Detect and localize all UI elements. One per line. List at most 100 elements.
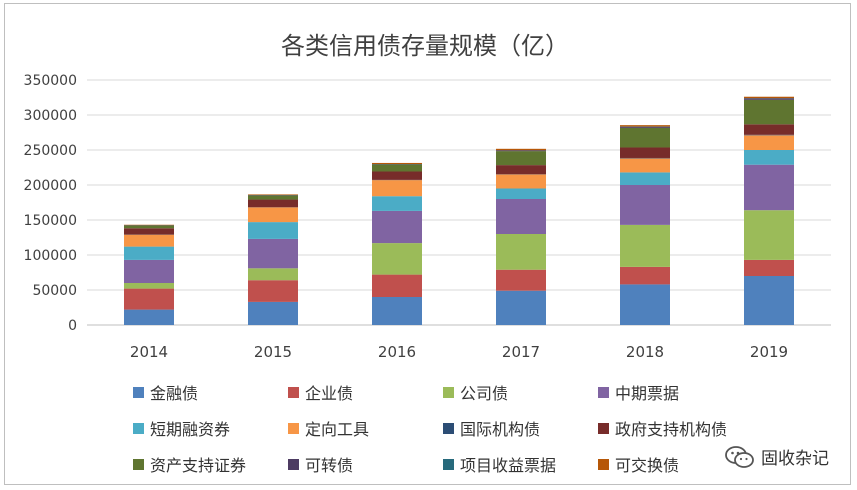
y-tick-label: 200000 [24,178,77,194]
bar-segment [372,180,422,197]
bar-segment [124,288,174,310]
legend-swatch [598,386,609,398]
bar-segment [496,290,546,325]
legend-label: 资产支持证券 [150,456,247,475]
bar-segment [620,127,670,148]
bar-segment [496,151,546,166]
bar-segment [620,266,670,285]
bars [124,96,794,325]
bar-segment [248,207,298,223]
bar-segment [496,174,546,189]
watermark: 固收杂记 [725,444,829,469]
bar-segment [744,96,794,99]
y-tick-label: 50000 [32,283,77,299]
x-tick-label: 2019 [750,343,788,361]
legend-item: 可转债 [288,452,353,476]
legend-label: 可交换债 [615,456,680,475]
bar-segment [372,162,422,164]
bar-segment [744,259,794,276]
bar-segment [248,268,298,281]
bar-segment [744,135,794,150]
legend-label: 金融债 [150,384,199,403]
stacked-bar-chart: 各类信用债存量规模（亿） 0 50000 100000 150000 200000 250… [24,32,831,361]
legend-swatch [288,458,299,470]
bar-segment [620,172,670,185]
watermark-text: 固收杂记 [761,449,829,469]
legend-swatch [598,422,609,434]
legend-label: 项目收益票据 [460,456,557,475]
bar-segment [496,234,546,270]
bar-segment [248,195,298,200]
bar-segment [372,243,422,275]
bar-segment [620,126,670,128]
bar-segment [744,164,794,211]
y-tick-label: 250000 [24,143,77,159]
legend-label: 公司债 [460,384,509,403]
bar-segment [744,276,794,325]
bar-segment [744,150,794,165]
bar-segment [744,210,794,260]
bar-segment [124,234,174,247]
legend-item: 国际机构债 [443,416,540,440]
legend-swatch [443,458,454,470]
bar-segment [372,274,422,297]
bar-segment [248,194,298,195]
bar-segment [620,224,670,267]
bar-segment [620,284,670,325]
bar-segment [496,148,546,151]
bar-segment [248,199,298,208]
bar-segment [248,280,298,302]
x-tick-label: 2016 [378,343,416,361]
bar-segment [496,188,546,199]
bar-segment [496,269,546,291]
bar-segment [372,297,422,325]
legend-item: 短期融资券 [133,416,230,440]
x-tick-label: 2018 [626,343,664,361]
bar-segment [124,259,174,283]
chart-title: 各类信用债存量规模（亿） [281,32,569,60]
bar-segment [124,246,174,260]
y-tick-label: 350000 [24,73,77,89]
bar-segment [620,185,670,225]
y-axis: 0 50000 100000 150000 200000 250000 300000 3500… [24,73,77,334]
x-tick-label: 2017 [502,343,540,361]
bar-segment [372,196,422,211]
bar-segment [496,150,546,152]
bar-segment [372,171,422,180]
bar-segment [124,228,174,235]
bar-segment [248,301,298,325]
grid [87,79,831,326]
legend-swatch [133,422,144,434]
bar-segment [496,165,546,175]
bar-segment [248,238,298,269]
legend-item: 企业债 [288,380,353,404]
wechat-icon [725,445,754,468]
legend-item: 定向工具 [288,416,369,440]
bar-segment [744,124,794,135]
chart-frame: 各类信用债存量规模（亿） 0 50000 100000 150000 200000 250… [4,3,851,485]
legend-swatch [288,386,299,398]
x-tick-label: 2014 [130,343,168,361]
y-tick-label: 0 [68,318,77,334]
legend-label: 中期票据 [615,384,680,403]
legend-item: 中期票据 [598,380,679,404]
legend-item: 资产支持证券 [133,452,246,476]
legend-swatch [133,386,144,398]
y-tick-label: 100000 [24,248,77,264]
legend-item: 公司债 [443,380,508,404]
legend-label: 可转债 [305,456,354,475]
bar-segment [744,98,794,100]
legend-label: 定向工具 [305,420,370,439]
legend-swatch [598,458,609,470]
legend-swatch [443,422,454,434]
bar-segment [124,225,174,229]
bar-segment [124,283,174,289]
legend-swatch [443,386,454,398]
bar-segment [372,164,422,172]
x-axis: 2014 2015 2016 2017 2018 2019 [130,343,788,361]
bar-segment [496,199,546,234]
legend-item: 可交换债 [598,452,679,476]
bar-segment [372,210,422,244]
legend-item: 项目收益票据 [443,452,556,476]
legend-label: 企业债 [305,384,354,403]
